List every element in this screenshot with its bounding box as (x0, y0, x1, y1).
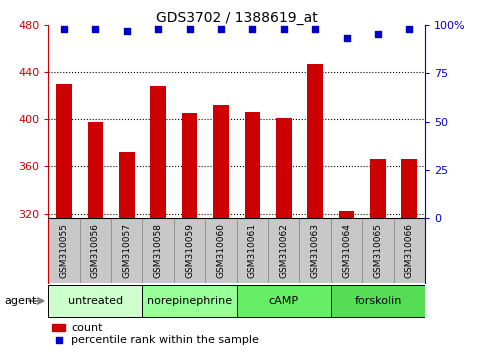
Bar (80, 218, 111, 283)
Text: GDS3702 / 1388619_at: GDS3702 / 1388619_at (156, 11, 317, 25)
Bar (119, 152, 135, 218)
Text: GSM310059: GSM310059 (185, 223, 194, 278)
Bar (307, 64, 323, 218)
Bar (331, 218, 362, 283)
Text: GSM310066: GSM310066 (405, 223, 414, 278)
Bar (87, 121, 103, 218)
Text: GSM310055: GSM310055 (59, 223, 69, 278)
Bar (268, 218, 299, 283)
Text: forskolin: forskolin (354, 296, 402, 306)
Point (217, 26, 225, 32)
Point (92, 26, 99, 32)
Text: cAMP: cAMP (269, 296, 299, 306)
Text: GSM310060: GSM310060 (216, 223, 226, 278)
Bar (48, 218, 80, 283)
Bar (237, 285, 331, 317)
Text: GSM310058: GSM310058 (154, 223, 163, 278)
Bar (401, 159, 417, 218)
Point (343, 35, 351, 41)
Bar (111, 218, 142, 283)
Bar (237, 218, 268, 283)
Text: GSM310057: GSM310057 (122, 223, 131, 278)
Bar (52, 324, 65, 331)
Bar (182, 113, 198, 218)
Text: GSM310061: GSM310061 (248, 223, 257, 278)
Bar (142, 218, 174, 283)
Bar (150, 86, 166, 218)
Bar (142, 285, 237, 317)
Text: GSM310064: GSM310064 (342, 223, 351, 278)
Bar (205, 218, 237, 283)
Bar (174, 218, 205, 283)
Bar (370, 159, 386, 218)
Text: count: count (71, 323, 102, 333)
Text: GSM310062: GSM310062 (279, 223, 288, 278)
Bar (244, 112, 260, 218)
Bar (331, 285, 425, 317)
Point (186, 26, 194, 32)
Text: GSM310063: GSM310063 (311, 223, 320, 278)
Point (280, 26, 288, 32)
Bar (339, 211, 355, 218)
Bar (362, 218, 394, 283)
Point (406, 26, 413, 32)
Point (312, 26, 319, 32)
Point (123, 28, 130, 33)
Bar (394, 218, 425, 283)
Point (60, 26, 68, 32)
Text: percentile rank within the sample: percentile rank within the sample (71, 335, 259, 345)
Bar (56, 84, 72, 218)
Point (155, 26, 162, 32)
Bar (276, 118, 292, 218)
Text: untreated: untreated (68, 296, 123, 306)
Bar (48, 285, 142, 317)
Text: norepinephrine: norepinephrine (147, 296, 232, 306)
Text: agent: agent (5, 296, 37, 306)
Text: GSM310056: GSM310056 (91, 223, 100, 278)
Point (55, 337, 63, 343)
Bar (213, 105, 229, 218)
Bar (299, 218, 331, 283)
Text: GSM310065: GSM310065 (373, 223, 383, 278)
Point (249, 26, 256, 32)
Point (374, 32, 382, 37)
Bar (48, 218, 425, 283)
